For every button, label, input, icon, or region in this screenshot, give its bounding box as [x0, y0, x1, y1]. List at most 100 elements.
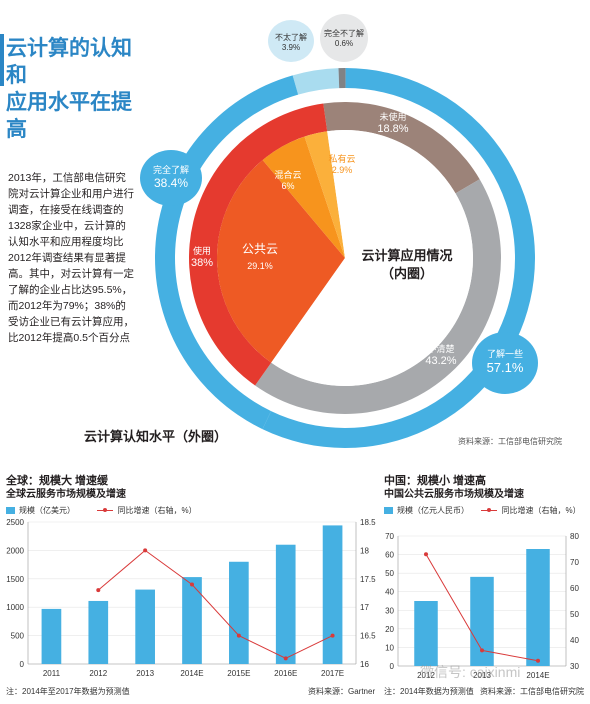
inner-caption-line-2: （内圈） — [380, 266, 433, 281]
label-not-much: 不太了解 3.9% — [270, 32, 312, 52]
label-not-much-value: 3.9% — [281, 43, 301, 52]
label-unknown-value: 43.2% — [425, 355, 457, 367]
y-left-tick: 70 — [385, 532, 394, 541]
bar — [470, 576, 494, 666]
y-left-tick: 30 — [385, 606, 394, 615]
label-hybrid-name: 混合云 — [274, 170, 302, 180]
global-note: 注：2014年至2017年数据为预测值 — [6, 687, 130, 696]
x-tick: 2016E — [274, 669, 297, 678]
global-bar-chart: 0 500 1000 1500 2000 2500 16 16.5 17 17.5 18 18.5 20… — [6, 518, 376, 678]
donut-source: 资料来源：工信部电信研究院 — [458, 437, 562, 446]
y-right-tick: 30 — [570, 662, 579, 671]
pie-slice-2 — [304, 131, 345, 258]
y-right-tick: 40 — [570, 636, 579, 645]
y-left-tick: 40 — [385, 588, 394, 597]
y-left-tick: 50 — [385, 569, 394, 578]
title-line-1: 云计算的认知和 — [6, 37, 132, 87]
china-note: 注：2014年数据为预测值 — [384, 687, 474, 696]
global-legend-line: 同比增速（右轴，%） — [117, 506, 197, 515]
label-private: 私有云 2.9% — [320, 152, 364, 175]
y-left-tick: 20 — [385, 625, 394, 634]
growth-line — [97, 549, 333, 659]
label-unused-name: 未使用 — [379, 112, 407, 122]
bubble-none — [320, 14, 368, 62]
legend-bar-swatch — [384, 507, 393, 515]
label-fully: 完全了解 38.4% — [140, 163, 202, 190]
bubble-some — [472, 332, 538, 394]
inner-caption-line-1: 云计算应用情况 — [361, 248, 453, 263]
label-used: 使用 38% — [180, 244, 224, 269]
pie-slice-0 — [217, 160, 345, 363]
label-some-value: 57.1% — [486, 360, 524, 375]
china-chart-subtitle: 中国公共云服务市场规模及增速 — [384, 489, 524, 500]
title-accent-bar — [0, 34, 4, 86]
label-private-name: 私有云 — [328, 154, 356, 164]
global-source: 资料来源：Gartner — [308, 687, 376, 696]
china-legend-line: 同比增速（右轴，%） — [501, 506, 581, 515]
y-right-tick: 60 — [570, 584, 579, 593]
label-unused: 未使用 18.8% — [368, 110, 418, 135]
inner-slice-0 — [323, 102, 480, 194]
y-left-tick: 1500 — [6, 575, 24, 584]
watermark: 微信号: caixinmi — [420, 664, 521, 680]
inner-caption: 云计算应用情况 （内圈） — [352, 247, 462, 283]
label-not-much-name: 不太了解 — [275, 33, 307, 42]
label-some-name: 了解一些 — [486, 349, 523, 359]
title-line-2: 应用水平在提高 — [6, 91, 132, 141]
bubble-not-much — [268, 20, 314, 62]
x-tick: 2011 — [43, 669, 61, 678]
pie-slice-1 — [262, 136, 345, 258]
label-none: 完全不了解 0.6% — [320, 28, 368, 48]
china-bar-chart: 0 10 20 30 40 50 60 70 30 40 50 60 70 80 2012 2013 2014E — [385, 532, 579, 680]
inner-slice-2 — [188, 103, 328, 386]
bar — [414, 601, 438, 666]
global-chart-title: 全球：规模大 增速缓 — [6, 475, 109, 487]
label-none-value: 0.6% — [334, 39, 354, 48]
global-chart-subtitle: 全球云服务市场规模及增速 — [6, 489, 126, 500]
label-hybrid-value: 6% — [281, 181, 295, 191]
x-tick: 2013 — [473, 671, 491, 680]
x-tick: 2014E — [526, 671, 549, 680]
y-right-tick: 80 — [570, 532, 579, 541]
label-used-value: 38% — [190, 257, 214, 269]
bar — [182, 577, 202, 664]
y-right-tick: 50 — [570, 610, 579, 619]
y-right-tick: 17 — [360, 603, 369, 612]
label-used-name: 使用 — [192, 246, 211, 256]
bar — [526, 549, 550, 666]
y-left-tick: 0 — [390, 662, 395, 671]
donut-center — [271, 130, 473, 387]
growth-point — [190, 582, 194, 587]
y-right-tick: 18 — [360, 546, 369, 555]
label-some: 了解一些 57.1% — [472, 347, 538, 375]
label-private-value: 2.9% — [331, 165, 353, 175]
china-chart-title: 中国：规模小 增速高 — [384, 475, 487, 487]
legend-bar-swatch — [6, 507, 15, 515]
x-tick: 2017E — [321, 669, 344, 678]
growth-point — [480, 648, 484, 653]
global-legend: 规模（亿美元） 同比增速（右轴，%） — [6, 505, 197, 516]
y-left-tick: 500 — [11, 632, 25, 641]
x-tick: 2013 — [136, 669, 154, 678]
x-tick: 2012 — [89, 669, 107, 678]
bar — [322, 525, 343, 664]
bubble-fully — [140, 150, 202, 206]
page-title: 云计算的认知和 应用水平在提高 — [6, 35, 146, 143]
china-legend-bar: 规模（亿元人民币） — [397, 506, 469, 515]
bar — [135, 589, 155, 664]
bar — [41, 608, 62, 664]
y-right-tick: 16.5 — [360, 632, 376, 641]
y-left-tick: 2500 — [6, 518, 24, 527]
outer-caption: 云计算认知水平（外圈） — [84, 429, 228, 444]
growth-point — [330, 633, 335, 638]
y-left-tick: 60 — [385, 551, 394, 560]
china-legend: 规模（亿元人民币） 同比增速（右轴，%） — [384, 505, 581, 516]
label-public: 公共云 29.1% — [232, 240, 288, 271]
growth-point — [536, 658, 540, 663]
bar — [229, 561, 249, 664]
inner-pie — [217, 130, 473, 387]
y-right-tick: 16 — [360, 660, 369, 669]
label-fully-value: 38.4% — [153, 176, 189, 190]
legend-line-swatch — [481, 508, 498, 513]
global-legend-bar: 规模（亿美元） — [19, 506, 75, 515]
